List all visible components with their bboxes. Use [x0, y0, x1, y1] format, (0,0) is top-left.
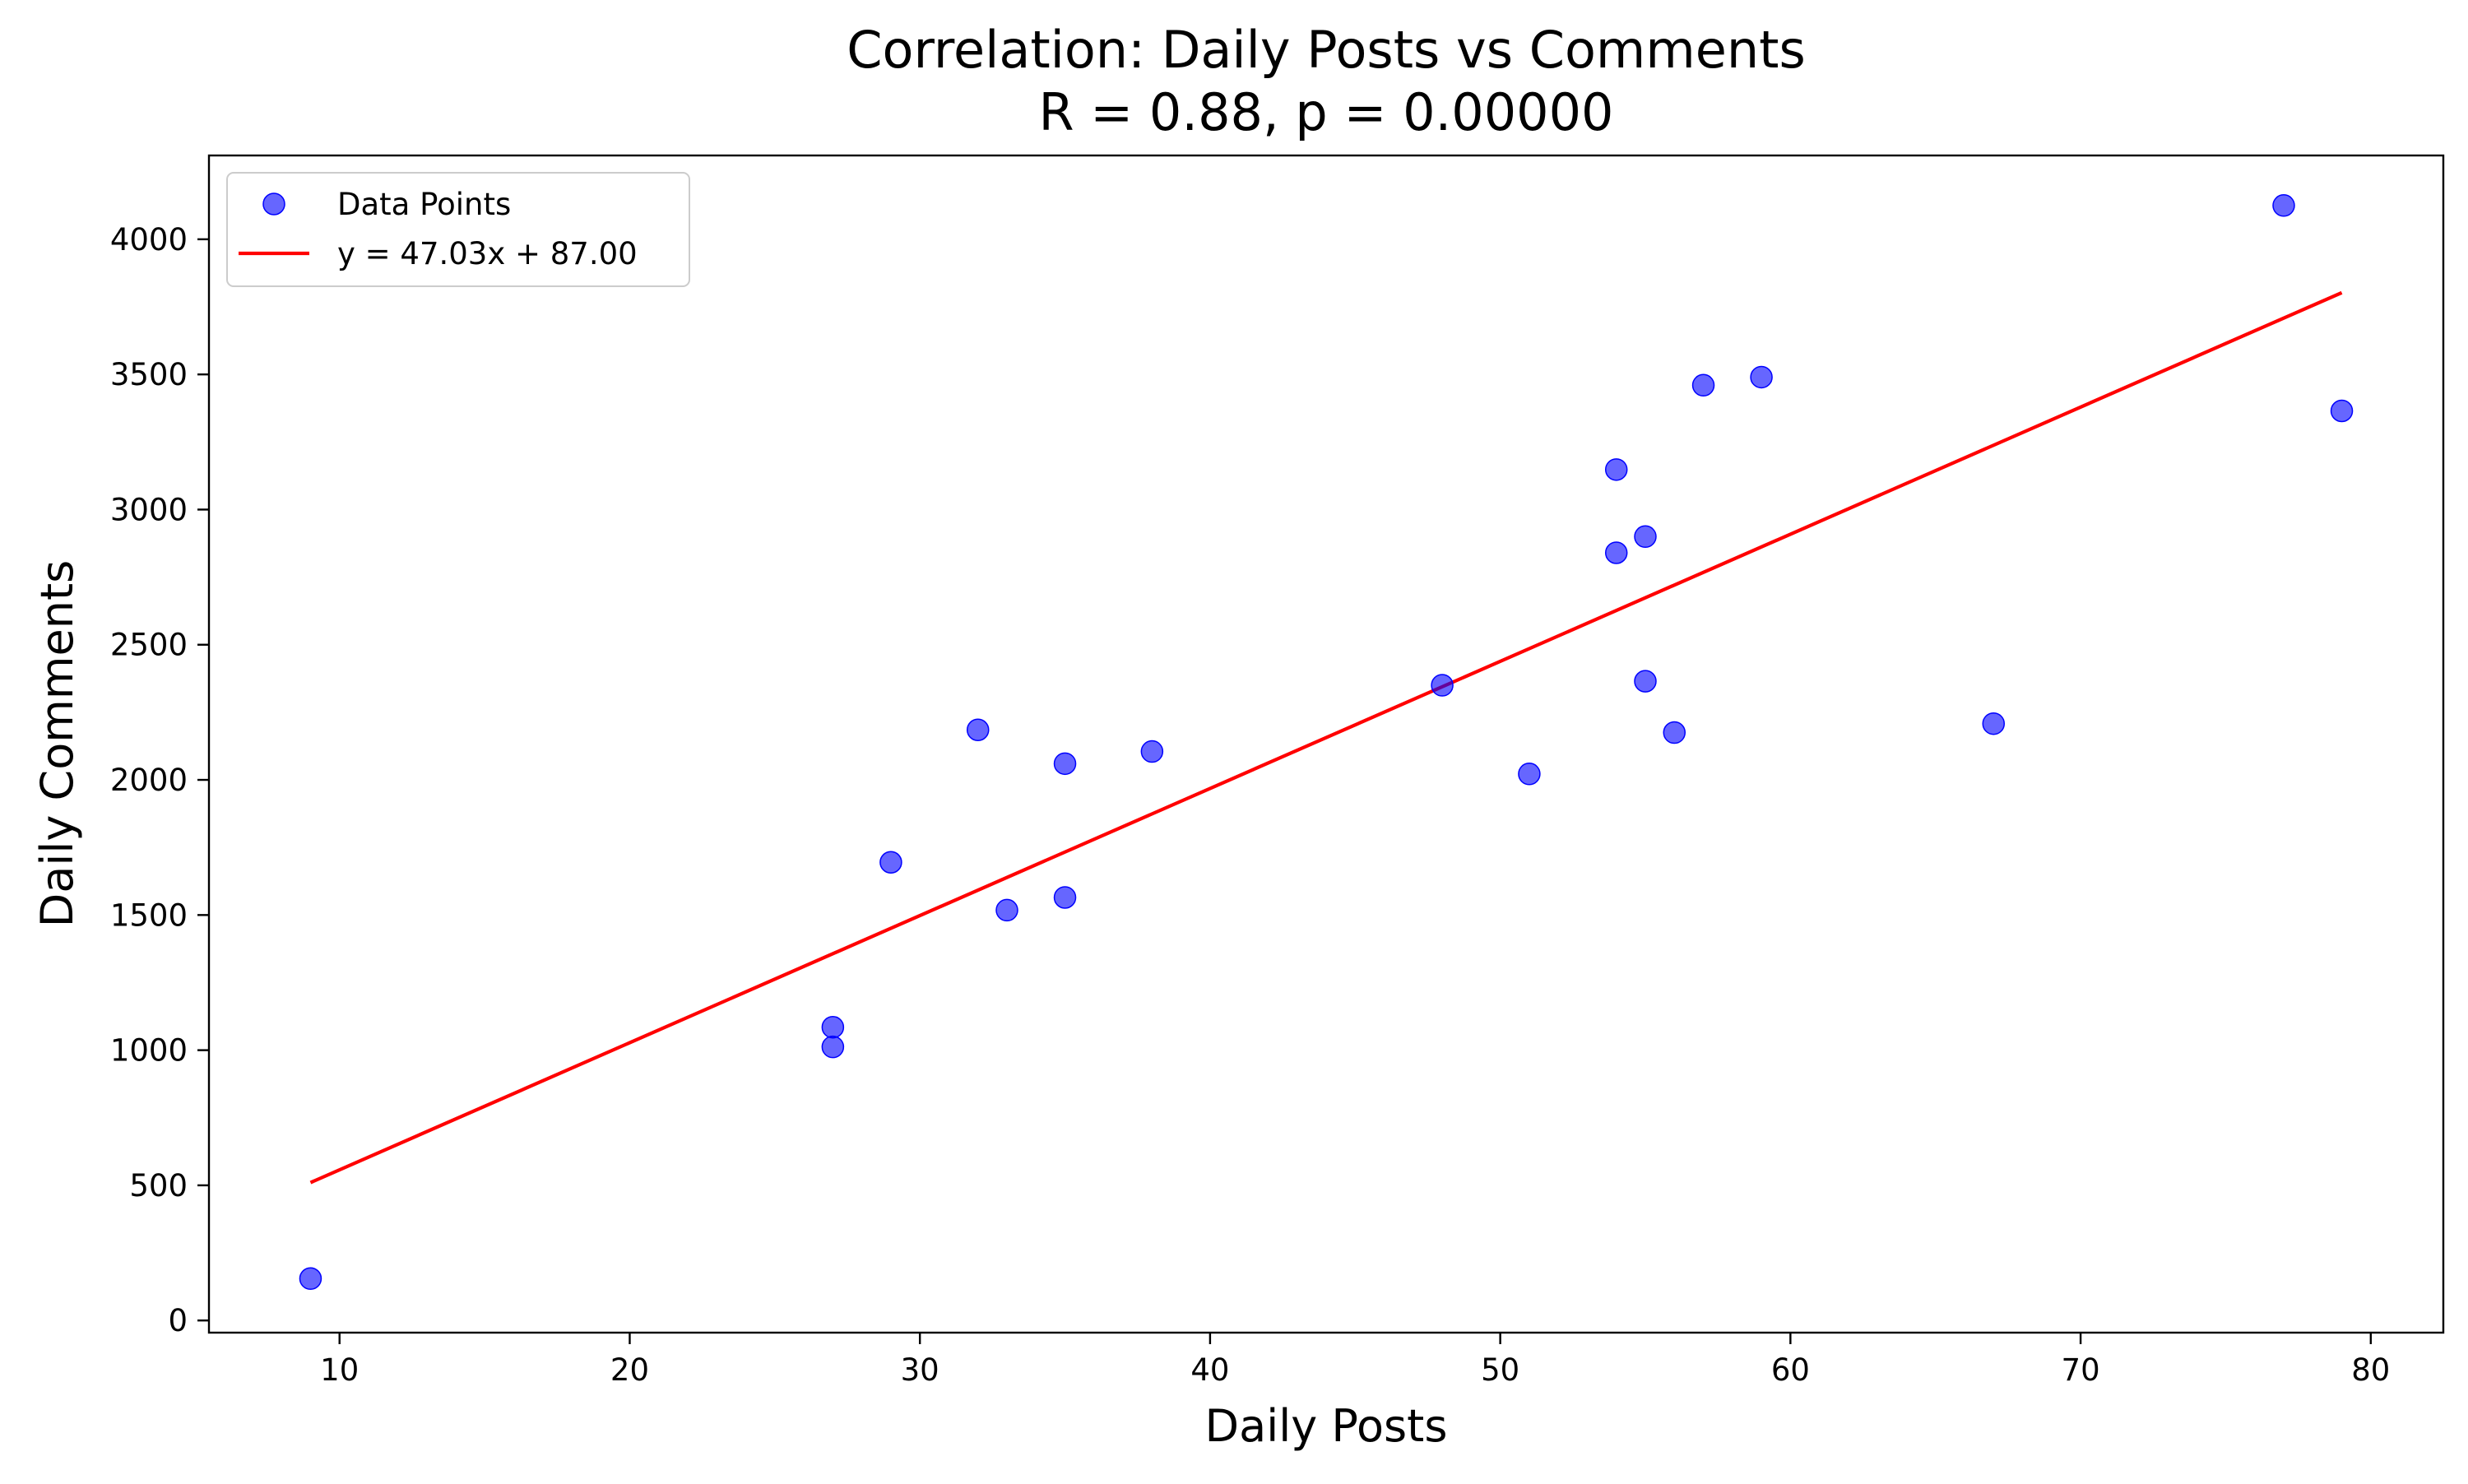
- y-tick-label: 3500: [110, 357, 188, 392]
- y-axis-label: Daily Comments: [31, 560, 83, 928]
- x-tick-label: 10: [320, 1352, 359, 1388]
- data-point: [1518, 763, 1541, 786]
- x-tick-label: 70: [2062, 1352, 2100, 1388]
- x-tick-label: 20: [610, 1352, 649, 1388]
- data-point: [299, 1267, 322, 1291]
- y-tick-label: 4000: [110, 222, 188, 257]
- x-tick-label: 80: [2351, 1352, 2390, 1388]
- legend-label-data-points: Data Points: [337, 187, 511, 222]
- data-point: [1053, 886, 1077, 909]
- data-point: [1431, 674, 1454, 697]
- legend: Data Points y = 47.03x + 87.00: [226, 172, 690, 287]
- legend-scatter-marker: [262, 192, 285, 216]
- data-point: [1053, 752, 1077, 776]
- data-point: [2330, 399, 2354, 423]
- y-tick-label: 1000: [110, 1033, 188, 1069]
- data-point: [966, 718, 990, 741]
- regression-line: [309, 290, 2343, 1185]
- y-tick-label: 2500: [110, 628, 188, 663]
- data-point: [879, 851, 902, 874]
- x-tick-label: 50: [1481, 1352, 1519, 1388]
- data-point: [1663, 721, 1686, 744]
- x-tick-label: 60: [1771, 1352, 1810, 1388]
- y-tick-label: 500: [129, 1168, 188, 1203]
- axes: 10 20 30 40 50 60 70 80 0 500 1000 1500 2000 2500 3000…: [110, 222, 2391, 1388]
- data-point: [995, 898, 1018, 922]
- data-point: [2272, 194, 2295, 217]
- data-point: [1140, 740, 1164, 763]
- legend-label-fit-line: y = 47.03x + 87.00: [337, 236, 638, 271]
- plot-frame: [207, 154, 2445, 1334]
- data-point: [1982, 712, 2006, 735]
- y-tick-label: 3000: [110, 492, 188, 527]
- y-tick-label: 2000: [110, 763, 188, 798]
- data-point: [1604, 458, 1628, 481]
- x-tick-label: 40: [1190, 1352, 1229, 1388]
- data-point: [821, 1035, 845, 1059]
- data-point: [1750, 365, 1773, 389]
- y-tick-label: 0: [168, 1303, 188, 1338]
- data-point: [1634, 525, 1657, 549]
- plot-area: [299, 194, 2354, 1291]
- chart-subtitle: R = 0.88, p = 0.00000: [1038, 82, 1613, 142]
- data-point: [1634, 670, 1657, 693]
- data-point: [821, 1015, 845, 1039]
- y-tick-label: 1500: [110, 897, 188, 933]
- data-point: [1604, 541, 1628, 564]
- x-tick-label: 30: [901, 1352, 939, 1388]
- x-axis-label: Daily Posts: [1205, 1400, 1448, 1452]
- chart-title: Correlation: Daily Posts vs Comments: [847, 20, 1806, 80]
- data-point: [1691, 373, 1715, 397]
- legend-box: [226, 172, 690, 287]
